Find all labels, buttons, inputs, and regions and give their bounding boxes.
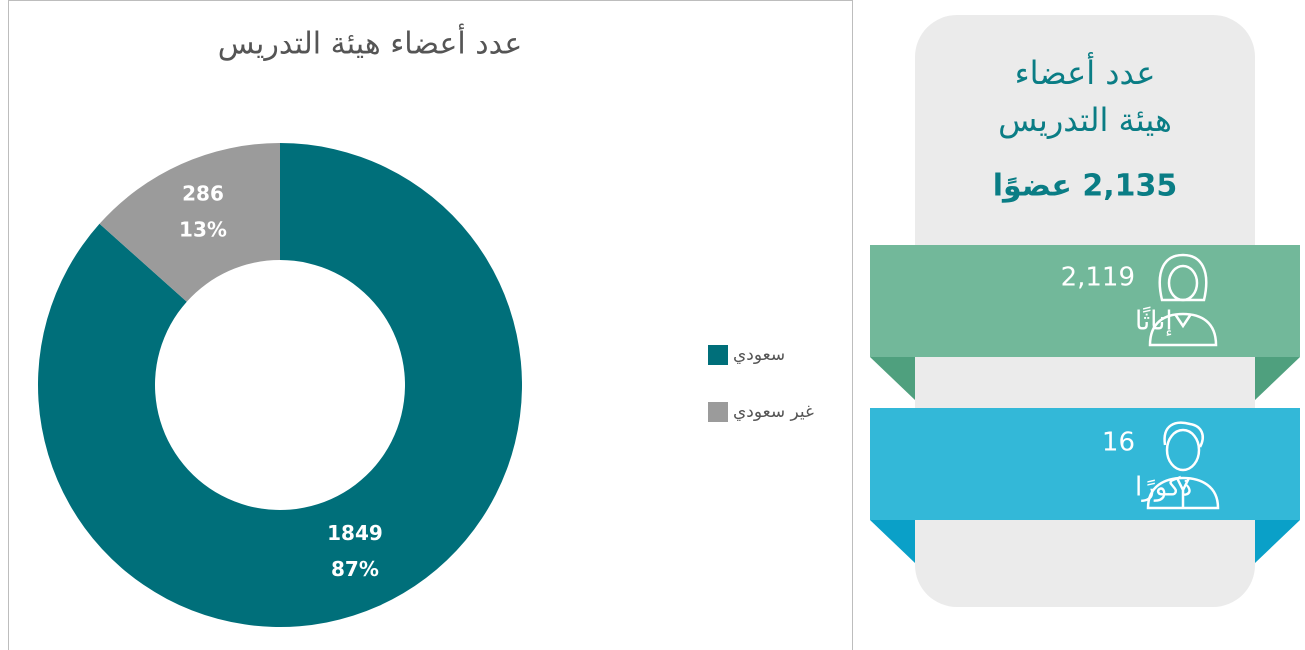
female-count: 2,119 bbox=[1061, 263, 1135, 293]
female-band bbox=[870, 245, 1300, 357]
info-title-line: هيئة التدريس bbox=[998, 101, 1172, 139]
male-icon bbox=[1146, 421, 1220, 510]
male-count: 16 bbox=[1102, 428, 1135, 458]
legend-label: سعودي bbox=[733, 345, 785, 365]
legend-label: غير سعودي bbox=[733, 402, 814, 422]
value-label: 1849 bbox=[327, 521, 383, 545]
donut-chart: 1849 87% 286 13% سعودي غير سعودي bbox=[37, 143, 814, 628]
value-label: 286 bbox=[182, 181, 224, 205]
info-title-line: عدد أعضاء bbox=[1015, 52, 1156, 92]
percent-label: 13% bbox=[179, 217, 227, 241]
chart-title: عدد أعضاء هيئة التدريس bbox=[218, 23, 522, 62]
ribbon-fold bbox=[870, 520, 915, 563]
legend-swatch bbox=[708, 402, 728, 422]
ribbon-fold bbox=[870, 357, 915, 400]
info-total: 2,135 عضوًا bbox=[993, 169, 1178, 204]
legend-swatch bbox=[708, 345, 728, 365]
donut-segment bbox=[37, 143, 522, 628]
donut-segment bbox=[99, 143, 281, 302]
ribbon-fold bbox=[1255, 520, 1300, 563]
percent-label: 87% bbox=[331, 557, 379, 581]
female-icon bbox=[1148, 253, 1218, 347]
female-label: إناثًا bbox=[1135, 306, 1173, 336]
male-band bbox=[870, 408, 1300, 520]
ribbon-fold bbox=[1255, 357, 1300, 400]
